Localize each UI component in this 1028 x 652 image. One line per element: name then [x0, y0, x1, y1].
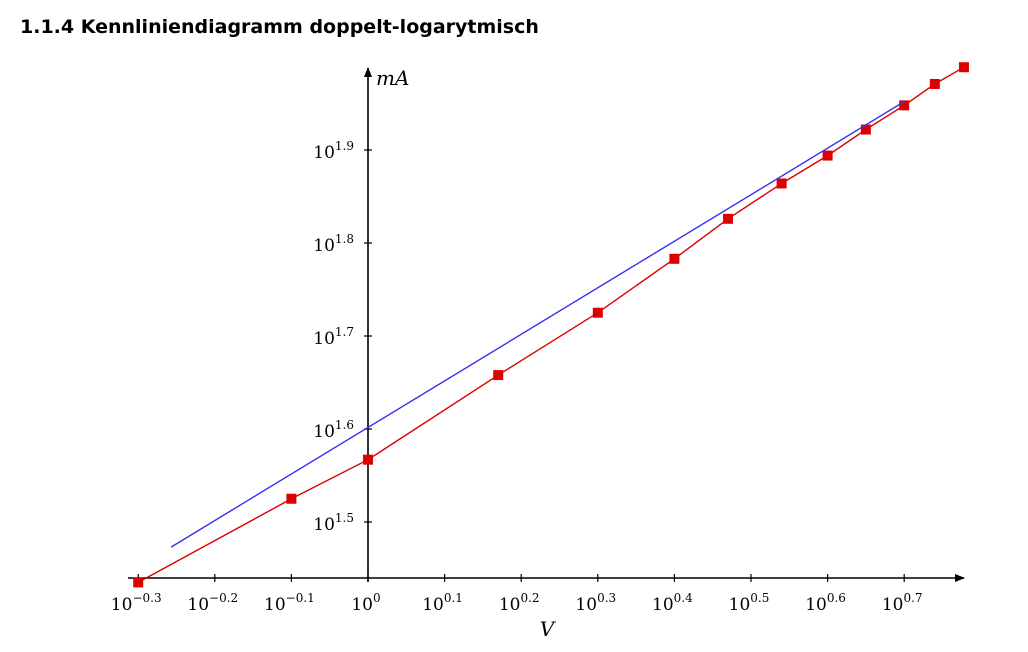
data-point-marker: [133, 577, 144, 588]
data-point-marker: [592, 307, 603, 318]
reference-fit-line: [170, 101, 905, 548]
x-tick-label: 100.3: [575, 591, 616, 615]
data-point-marker: [723, 213, 734, 224]
data-point-marker: [929, 78, 940, 89]
data-point-marker: [958, 62, 969, 73]
page-title: 1.1.4 Kennliniendiagramm doppelt-logaryt…: [20, 16, 539, 38]
data-point-marker: [776, 178, 787, 189]
data-point-marker: [493, 370, 504, 381]
data-point-marker: [363, 454, 373, 465]
x-tick-label: 100.6: [805, 591, 846, 615]
y-axis-label: mA: [376, 66, 409, 90]
x-tick-label: 100.2: [499, 591, 540, 615]
data-point-marker: [860, 124, 871, 135]
y-tick-label: 101.8: [313, 232, 354, 256]
data-point-marker: [669, 253, 680, 264]
x-tick-label: 100.4: [652, 591, 693, 615]
data-point-marker: [286, 493, 297, 504]
x-tick-label: 10−0.1: [264, 591, 315, 615]
y-tick-label: 101.9: [313, 139, 354, 163]
x-tick-label: 10−0.3: [111, 591, 162, 615]
measured-series-line: [137, 66, 965, 584]
data-point-marker: [822, 150, 833, 161]
x-tick-label: 100.1: [422, 591, 463, 615]
x-tick-label: 10−0.2: [187, 591, 238, 615]
x-tick-label: 100: [351, 591, 380, 615]
x-tick-label: 100.5: [729, 591, 770, 615]
y-tick-label: 101.7: [313, 325, 354, 349]
data-point-marker: [899, 100, 910, 111]
y-tick-label: 101.5: [313, 511, 354, 535]
x-axis-label: V: [540, 617, 557, 641]
x-tick-label: 100.7: [882, 591, 923, 615]
y-tick-label: 101.6: [313, 418, 354, 442]
